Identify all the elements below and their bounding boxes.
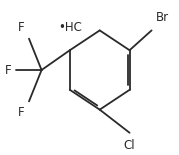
Text: Cl: Cl bbox=[124, 139, 135, 152]
Text: F: F bbox=[5, 64, 12, 77]
Text: F: F bbox=[18, 21, 24, 34]
Text: F: F bbox=[18, 106, 24, 119]
Text: •HC: •HC bbox=[59, 21, 82, 34]
Text: Br: Br bbox=[156, 11, 170, 24]
